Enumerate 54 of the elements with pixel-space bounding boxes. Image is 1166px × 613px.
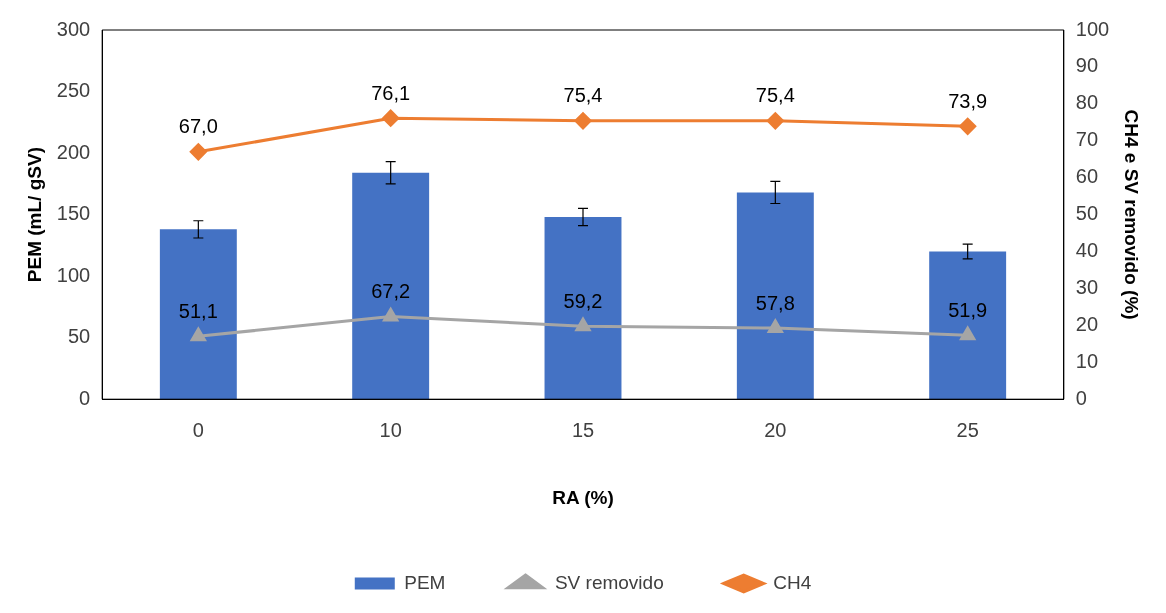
data-label: 59,2 (563, 289, 603, 312)
point (959, 117, 977, 135)
point (189, 143, 207, 161)
data-label: 75,4 (755, 84, 795, 107)
bar (159, 229, 237, 400)
y2-tick-label: 100 (1075, 17, 1110, 40)
y2-tick-label: 40 (1075, 239, 1099, 262)
bar (544, 217, 622, 400)
point (574, 112, 592, 130)
data-label: 67,0 (178, 115, 218, 138)
y-tick-label: 300 (56, 17, 91, 40)
data-label: 67,2 (371, 280, 411, 303)
legend-label: CH4 (773, 571, 812, 593)
x-tick-label: 0 (192, 418, 204, 441)
point (960, 326, 976, 341)
y2-tick-label: 30 (1075, 275, 1099, 298)
y2-tick-label: 80 (1075, 91, 1099, 114)
x-tick-label: 25 (956, 418, 979, 441)
bar (736, 192, 814, 400)
y-tick-label: 250 (56, 79, 91, 102)
y-tick-label: 100 (56, 263, 91, 286)
x-tick-label: 15 (571, 418, 595, 441)
y2-tick-label: 60 (1075, 165, 1099, 188)
y-tick-label: 50 (67, 325, 91, 348)
data-label: 73,9 (948, 89, 988, 112)
point (383, 308, 399, 322)
y-tick-label: 0 (79, 386, 91, 409)
point (190, 327, 206, 342)
point (382, 109, 400, 127)
point (766, 112, 784, 130)
y2-axis-title: CH4 e SV removido (%) (1121, 109, 1143, 320)
x-tick-label: 20 (764, 418, 787, 441)
data-label: 76,1 (371, 81, 411, 104)
x-axis-title: RA (%) (552, 486, 614, 508)
point (767, 319, 783, 334)
y2-tick-label: 0 (1075, 386, 1087, 409)
point (575, 317, 591, 332)
y-tick-label: 200 (56, 140, 91, 163)
data-label: 51,9 (948, 298, 988, 321)
y-tick-label: 150 (56, 202, 91, 225)
bar (929, 251, 1007, 400)
legend-label: SV removido (554, 571, 664, 593)
y2-tick-label: 20 (1075, 312, 1099, 335)
y2-tick-label: 70 (1075, 128, 1099, 151)
y2-tick-label: 10 (1075, 349, 1099, 372)
legend-label: PEM (404, 571, 446, 593)
data-label: 57,8 (755, 291, 795, 314)
bar (352, 172, 430, 400)
y2-tick-label: 90 (1075, 54, 1099, 77)
data-label: 75,4 (563, 84, 603, 107)
y2-tick-label: 50 (1075, 202, 1099, 225)
data-label: 51,1 (178, 299, 218, 322)
x-tick-label: 10 (379, 418, 402, 441)
y-axis-title: PEM (mL/ gSV) (23, 147, 45, 283)
